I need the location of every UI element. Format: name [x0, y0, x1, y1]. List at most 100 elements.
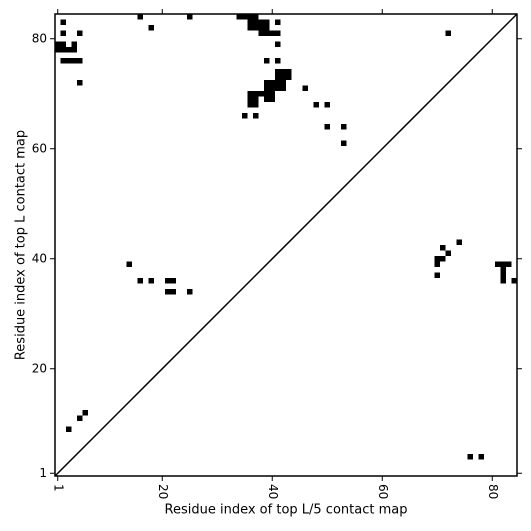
contact	[302, 85, 308, 91]
contact	[137, 14, 143, 20]
contact	[275, 30, 281, 36]
contact	[187, 14, 193, 20]
contact	[500, 267, 506, 273]
contact	[264, 25, 270, 31]
contact	[258, 91, 264, 97]
contact	[275, 58, 281, 64]
contact	[77, 58, 83, 64]
x-tick-label: 20	[156, 484, 170, 499]
contact	[280, 69, 286, 75]
contact	[434, 272, 440, 278]
contact	[253, 96, 259, 102]
contact	[253, 91, 259, 97]
contact	[60, 58, 66, 64]
x-axis-label: Residue index of top L/5 contact map	[165, 503, 408, 518]
contact	[253, 25, 259, 31]
contact	[247, 91, 253, 97]
contact	[286, 69, 292, 75]
contact	[247, 96, 253, 102]
y-axis-label: Residue index of top L contact map	[14, 130, 29, 360]
y-tick-label: 60	[32, 141, 47, 155]
contact	[247, 25, 253, 31]
contact	[269, 91, 275, 97]
contact	[236, 14, 242, 20]
contact	[77, 80, 83, 86]
contact	[324, 102, 330, 108]
contact	[247, 14, 253, 20]
contact	[269, 96, 275, 102]
y-tick-label: 80	[32, 31, 47, 45]
contact	[242, 14, 248, 20]
x-tick-label: 40	[266, 484, 280, 499]
contact	[258, 30, 264, 36]
y-tick-label: 40	[32, 251, 47, 265]
contact	[82, 410, 88, 416]
contact	[264, 91, 270, 97]
x-tick-label: 60	[376, 484, 390, 499]
contact	[341, 140, 347, 146]
contact	[275, 80, 281, 86]
contact	[264, 30, 270, 36]
contact	[275, 41, 281, 47]
contact	[275, 85, 281, 91]
contact	[264, 96, 270, 102]
contact	[264, 19, 270, 25]
contact	[445, 250, 451, 256]
contact	[275, 19, 281, 25]
contact	[275, 69, 281, 75]
contact	[500, 278, 506, 284]
contact	[258, 19, 264, 25]
contact	[313, 102, 319, 108]
contact	[77, 415, 83, 421]
contact	[71, 58, 77, 64]
contact	[269, 30, 275, 36]
contact	[440, 245, 446, 251]
contact	[55, 47, 61, 53]
contact	[445, 30, 451, 36]
contact	[500, 272, 506, 278]
contact	[280, 85, 286, 91]
contact	[500, 261, 506, 267]
contact	[280, 74, 286, 80]
contact	[247, 19, 253, 25]
contact	[269, 85, 275, 91]
x-tick-label: 1	[51, 484, 65, 492]
diagonal	[54, 13, 518, 477]
contact	[66, 426, 72, 432]
contact	[280, 80, 286, 86]
contact	[170, 289, 176, 295]
contact	[253, 19, 259, 25]
contact	[60, 30, 66, 36]
contact	[60, 19, 66, 25]
contact	[170, 278, 176, 284]
contact	[264, 80, 270, 86]
contact	[434, 261, 440, 267]
contact	[440, 256, 446, 262]
contact	[264, 58, 270, 64]
plot-frame	[54, 13, 518, 477]
contact	[495, 261, 501, 267]
contact	[467, 454, 473, 460]
contact	[269, 80, 275, 86]
contact	[275, 74, 281, 80]
contact	[126, 261, 132, 267]
contact	[247, 102, 253, 108]
y-tick-label: 20	[32, 361, 47, 375]
contact	[187, 289, 193, 295]
contact	[264, 85, 270, 91]
contact	[511, 278, 517, 284]
contact	[253, 113, 259, 119]
contact	[71, 41, 77, 47]
contact	[341, 124, 347, 130]
contact	[71, 47, 77, 53]
contact	[60, 47, 66, 53]
contact	[60, 41, 66, 47]
contact	[165, 289, 171, 295]
x-tick-label: 80	[486, 484, 500, 499]
contact	[258, 25, 264, 31]
contact	[324, 124, 330, 130]
contact	[253, 14, 259, 20]
y-tick-label: 1	[39, 466, 47, 480]
contact	[253, 102, 259, 108]
